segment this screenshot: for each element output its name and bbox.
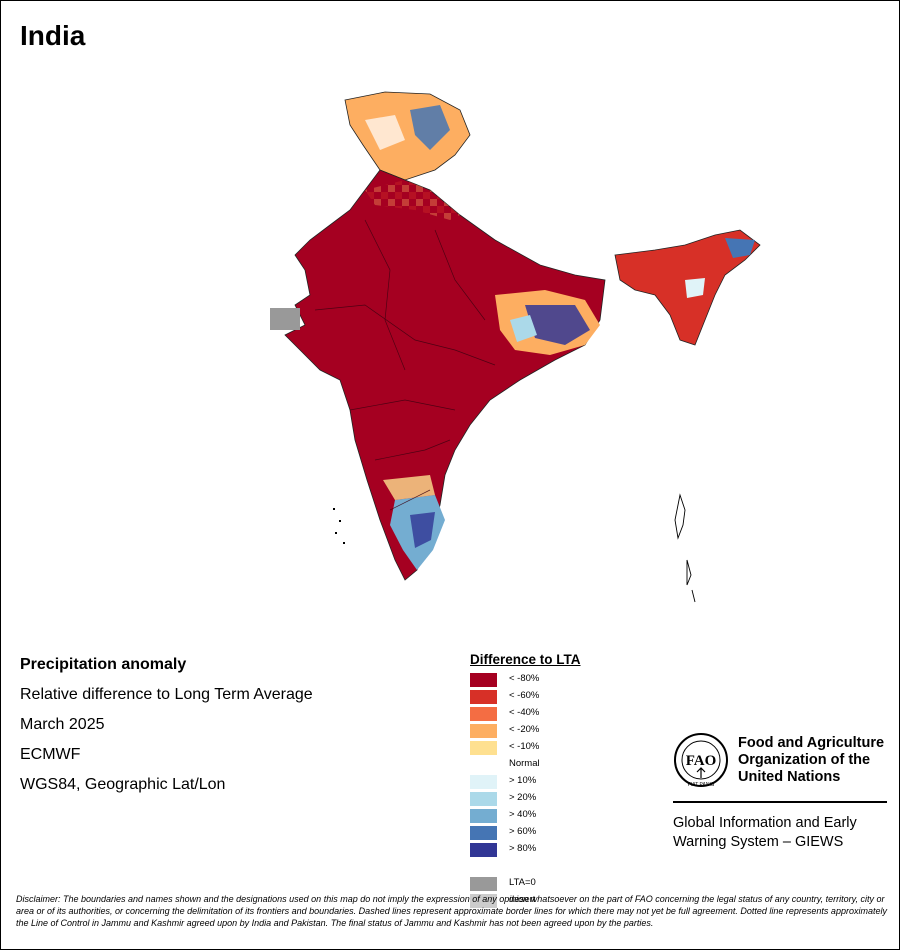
legend-item: > 10%: [470, 773, 630, 790]
fao-name-line1: Food and Agriculture: [738, 735, 885, 751]
legend-title: Difference to LTA: [470, 652, 581, 667]
legend-label: desert: [509, 894, 536, 905]
legend-rows: < -80% < -60% < -40% < -20% < -10% Normal > 10…: [470, 671, 630, 909]
legend-label: > 60%: [509, 826, 537, 837]
legend-item: < -80%: [470, 671, 630, 688]
legend-swatch: [470, 843, 497, 857]
legend-swatch: [470, 894, 497, 908]
legend-item: < -20%: [470, 722, 630, 739]
svg-text:FAO: FAO: [686, 753, 717, 769]
state-boundaries: [314, 219, 496, 511]
north-light-patch: [365, 115, 405, 150]
legend-item: < -40%: [470, 705, 630, 722]
legend-swatch: [470, 673, 497, 687]
legend-item: desert: [470, 892, 630, 909]
legend-item: > 20%: [470, 790, 630, 807]
legend-label: > 10%: [509, 775, 537, 786]
info-source: ECMWF: [20, 746, 81, 763]
giews-line1: Global Information and Early: [673, 815, 857, 831]
east-light-blue: [510, 315, 537, 342]
legend-item: > 40%: [470, 807, 630, 824]
legend-item: > 80%: [470, 841, 630, 858]
legend-swatch: [470, 792, 497, 806]
legend-label: > 40%: [509, 809, 537, 820]
north-region: [344, 91, 471, 181]
legend-swatch: [470, 707, 497, 721]
south-wet-core: [410, 512, 435, 548]
legend-swatch: [470, 741, 497, 755]
legend-item: > 60%: [470, 824, 630, 841]
giews-name: Global Information and Early Warning Sys…: [673, 814, 857, 852]
legend-label: < -80%: [509, 673, 540, 684]
legend-item: < -60%: [470, 688, 630, 705]
fao-name-line2: Organization of the: [738, 752, 871, 768]
legend-swatch: [470, 775, 497, 789]
fao-name: Food and Agriculture Organization of the…: [738, 735, 884, 786]
fao-logo: FAO FIAT PANIS: [674, 733, 728, 788]
gujarat-lta-zero: [270, 308, 300, 330]
legend-swatch: [470, 690, 497, 704]
disclaimer: Disclaimer: The boundaries and names sho…: [16, 894, 887, 928]
northeast-wet-patch: [725, 238, 755, 258]
info-description: Relative difference to Long Term Average: [20, 686, 313, 703]
northeast-light-patch: [685, 278, 705, 298]
legend-label: < -60%: [509, 690, 540, 701]
info-period: March 2025: [20, 716, 105, 733]
legend-swatch: [470, 877, 497, 891]
punjab-strip: [365, 180, 460, 220]
legend-item: Normal: [470, 756, 630, 773]
legend-swatch: [470, 809, 497, 823]
legend-swatch: [470, 724, 497, 738]
svg-text:FIAT PANIS: FIAT PANIS: [688, 782, 715, 788]
north-wet-patch: [410, 105, 450, 150]
lakshadweep-islands: [333, 508, 345, 544]
east-wet-core: [525, 305, 590, 345]
info-heading: Precipitation anomaly: [20, 656, 187, 673]
legend-label: > 80%: [509, 843, 537, 854]
legend-swatch: [470, 826, 497, 840]
map-title: India: [20, 20, 86, 51]
legend-label: < -10%: [509, 741, 540, 752]
legend-item: < -10%: [470, 739, 630, 756]
legend-label: < -20%: [509, 724, 540, 735]
fao-divider: [673, 801, 887, 803]
map-info: Precipitation anomaly Relative differenc…: [20, 656, 313, 806]
andaman-islands: [674, 493, 696, 603]
info-projection: WGS84, Geographic Lat/Lon: [20, 776, 226, 793]
legend-label: < -40%: [509, 707, 540, 718]
giews-line2: Warning System – GIEWS: [673, 834, 844, 850]
india-anomaly-map: [270, 91, 761, 603]
legend: Difference to LTA < -80% < -60% < -40% < -2…: [470, 652, 630, 909]
legend-label: LTA=0: [509, 877, 536, 888]
legend-item: LTA=0: [470, 875, 630, 892]
legend-label: > 20%: [509, 792, 537, 803]
legend-label: Normal: [509, 758, 540, 769]
main-landmass: [284, 169, 606, 581]
fao-name-line3: United Nations: [738, 769, 841, 785]
legend-item: [470, 858, 630, 875]
